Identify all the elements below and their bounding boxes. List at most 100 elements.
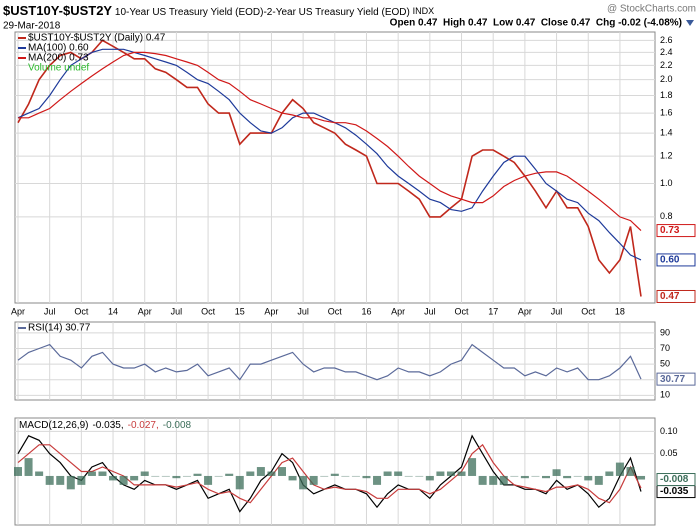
- legend-entry: -0.027,: [128, 420, 159, 431]
- histogram-bar: [77, 475, 86, 485]
- histogram-bar: [45, 475, 54, 485]
- value-flag-box: [656, 289, 696, 303]
- source: @ StockCharts.com: [607, 4, 696, 15]
- date: 29-Mar-2018: [3, 21, 61, 32]
- histogram-bar: [267, 471, 276, 476]
- y-tick-label: 0.8: [660, 211, 673, 221]
- histogram-bar: [446, 471, 455, 476]
- histogram-bar: [299, 475, 308, 490]
- legend-entry: MA(100) 0.60: [28, 43, 89, 54]
- value-flag-box: [656, 224, 696, 238]
- histogram-bar: [637, 475, 646, 480]
- histogram-bar: [119, 475, 128, 485]
- histogram-bar: [415, 475, 424, 477]
- x-tick-label: Apr: [11, 306, 25, 316]
- legend-entry: Volume undef: [28, 63, 89, 74]
- histogram-bar: [510, 475, 519, 477]
- value-flag: 0.47: [660, 291, 680, 302]
- histogram-bar: [172, 475, 181, 479]
- histogram-bar: [130, 475, 139, 481]
- series-line: [17, 48, 642, 261]
- menu-arrow[interactable]: [686, 20, 694, 26]
- header: $UST10Y-$UST2Y 10-Year US Treasury Yield…: [3, 3, 434, 18]
- y-tick-label: 0.05: [660, 448, 678, 458]
- x-tick-label: 16: [361, 306, 371, 316]
- legend: MACD(12,26,9) -0.035, -0.027, -0.008: [19, 420, 192, 431]
- y-tick-label: 2.0: [660, 74, 673, 84]
- x-tick-label: Oct: [74, 306, 89, 316]
- symbol: $UST10Y-$UST2Y: [3, 3, 112, 18]
- legend-entry: -0.035,: [92, 420, 123, 431]
- histogram-bar: [626, 467, 635, 476]
- y-tick-label: 1.2: [660, 151, 673, 161]
- value-flag-box: [656, 253, 696, 267]
- y-tick-label: 2.2: [660, 60, 673, 70]
- value-flag: 0.73: [660, 225, 680, 236]
- x-tick-label: Jul: [297, 306, 309, 316]
- histogram-bar: [320, 475, 329, 477]
- legend-label: MACD(12,26,9): [19, 420, 88, 431]
- histogram-bar: [425, 475, 434, 481]
- quote: Open 0.47 High 0.47 Low 0.47 Close 0.47 …: [390, 18, 682, 29]
- histogram-bar: [404, 475, 413, 477]
- histogram-bar: [278, 467, 286, 476]
- histogram-bar: [98, 471, 107, 476]
- legend-entry: RSI(14) 30.77: [28, 323, 91, 334]
- histogram-bar: [615, 462, 624, 476]
- y-tick-label: 90: [660, 327, 670, 337]
- histogram-bar: [214, 475, 223, 477]
- histogram-bar: [468, 458, 477, 476]
- series-line: [17, 39, 642, 297]
- histogram-bar: [140, 471, 149, 476]
- histogram-bar: [499, 475, 508, 485]
- y-tick-label: 2.6: [660, 35, 673, 45]
- histogram-bar: [489, 475, 498, 485]
- histogram-bar: [605, 471, 614, 476]
- y-tick-label: 1.4: [660, 127, 673, 137]
- x-tick-label: Apr: [518, 306, 532, 316]
- histogram-bar: [594, 475, 603, 485]
- histogram-bar: [225, 473, 234, 476]
- exchange: INDX: [413, 6, 435, 16]
- x-tick-label: Oct: [201, 306, 216, 316]
- x-tick-label: 15: [235, 306, 245, 316]
- histogram-bar: [373, 475, 382, 485]
- value-flag: -0.035: [660, 486, 689, 497]
- legend-entry: MA(200) 0.73: [28, 53, 89, 64]
- x-tick-label: Apr: [264, 306, 278, 316]
- histogram-bar: [394, 471, 403, 476]
- y-tick-label: 1.8: [660, 90, 673, 100]
- x-tick-label: 14: [108, 306, 118, 316]
- histogram-bar: [542, 475, 550, 479]
- value-flag: -0.008: [660, 474, 689, 485]
- histogram-bar: [56, 475, 65, 485]
- legend-entry: -0.008: [163, 420, 192, 431]
- x-tick-label: 17: [488, 306, 498, 316]
- histogram-bar: [552, 469, 561, 476]
- value-flag-box: [656, 372, 696, 386]
- histogram-bar: [520, 475, 529, 479]
- histogram-bar: [436, 471, 445, 476]
- y-tick-label: 10: [660, 390, 670, 400]
- histogram-bar: [161, 475, 170, 477]
- series-line: [17, 434, 642, 513]
- y-tick-label: 0.10: [660, 426, 678, 436]
- x-tick-label: Oct: [328, 306, 343, 316]
- y-tick-label: 50: [660, 358, 670, 368]
- x-tick-label: Oct: [581, 306, 596, 316]
- histogram-bar: [288, 475, 297, 481]
- x-tick-label: 18: [615, 306, 625, 316]
- histogram-bar: [256, 467, 265, 476]
- histogram-bar: [235, 475, 244, 490]
- histogram-bar: [204, 475, 213, 485]
- histogram-bar: [457, 471, 466, 476]
- series-line: [17, 343, 642, 381]
- histogram-bar: [246, 471, 255, 476]
- value-flag: 30.77: [660, 374, 685, 385]
- x-tick-label: Apr: [391, 306, 405, 316]
- y-tick-label: 1.6: [660, 107, 673, 117]
- histogram-bar: [478, 475, 487, 485]
- y-tick-label: 70: [660, 343, 670, 353]
- legend-entry: $UST10Y-$UST2Y (Daily) 0.47: [28, 33, 166, 44]
- value-flag-box: [656, 473, 696, 487]
